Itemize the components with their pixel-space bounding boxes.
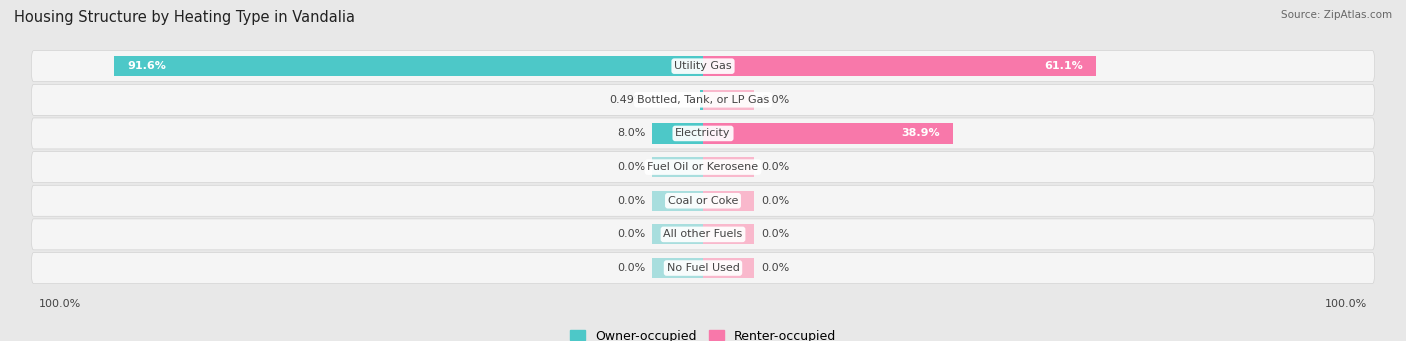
Bar bbox=[651, 123, 703, 144]
Text: 0.0%: 0.0% bbox=[761, 263, 789, 273]
Text: 8.0%: 8.0% bbox=[617, 129, 645, 138]
Text: Housing Structure by Heating Type in Vandalia: Housing Structure by Heating Type in Van… bbox=[14, 10, 356, 25]
Text: Source: ZipAtlas.com: Source: ZipAtlas.com bbox=[1281, 10, 1392, 20]
Text: Electricity: Electricity bbox=[675, 129, 731, 138]
Bar bbox=[703, 123, 953, 144]
Text: 0.49%: 0.49% bbox=[610, 95, 645, 105]
FancyBboxPatch shape bbox=[31, 84, 1375, 115]
Text: 38.9%: 38.9% bbox=[901, 129, 941, 138]
Text: 0.0%: 0.0% bbox=[761, 196, 789, 206]
Text: 91.6%: 91.6% bbox=[127, 61, 166, 71]
Bar bbox=[703, 224, 755, 244]
Bar bbox=[700, 90, 703, 110]
Text: Utility Gas: Utility Gas bbox=[675, 61, 731, 71]
Text: 0.0%: 0.0% bbox=[617, 162, 645, 172]
Text: 61.1%: 61.1% bbox=[1045, 61, 1083, 71]
Bar bbox=[114, 56, 703, 76]
FancyBboxPatch shape bbox=[31, 185, 1375, 216]
Text: Fuel Oil or Kerosene: Fuel Oil or Kerosene bbox=[647, 162, 759, 172]
Text: 0.0%: 0.0% bbox=[617, 229, 645, 239]
Bar bbox=[651, 191, 703, 211]
Text: Coal or Coke: Coal or Coke bbox=[668, 196, 738, 206]
Bar bbox=[703, 90, 755, 110]
Text: 0.0%: 0.0% bbox=[761, 229, 789, 239]
Legend: Owner-occupied, Renter-occupied: Owner-occupied, Renter-occupied bbox=[569, 329, 837, 341]
Text: 0.0%: 0.0% bbox=[617, 196, 645, 206]
Bar bbox=[703, 191, 755, 211]
Bar bbox=[651, 224, 703, 244]
FancyBboxPatch shape bbox=[31, 253, 1375, 283]
Bar bbox=[651, 157, 703, 177]
Bar bbox=[703, 258, 755, 278]
Bar bbox=[703, 56, 1095, 76]
FancyBboxPatch shape bbox=[31, 118, 1375, 149]
Bar bbox=[651, 258, 703, 278]
Text: All other Fuels: All other Fuels bbox=[664, 229, 742, 239]
Text: Bottled, Tank, or LP Gas: Bottled, Tank, or LP Gas bbox=[637, 95, 769, 105]
Text: 0.0%: 0.0% bbox=[761, 162, 789, 172]
FancyBboxPatch shape bbox=[31, 219, 1375, 250]
Text: 0.0%: 0.0% bbox=[617, 263, 645, 273]
Text: No Fuel Used: No Fuel Used bbox=[666, 263, 740, 273]
FancyBboxPatch shape bbox=[31, 51, 1375, 81]
Bar bbox=[703, 157, 755, 177]
Text: 0.0%: 0.0% bbox=[761, 95, 789, 105]
FancyBboxPatch shape bbox=[31, 152, 1375, 182]
